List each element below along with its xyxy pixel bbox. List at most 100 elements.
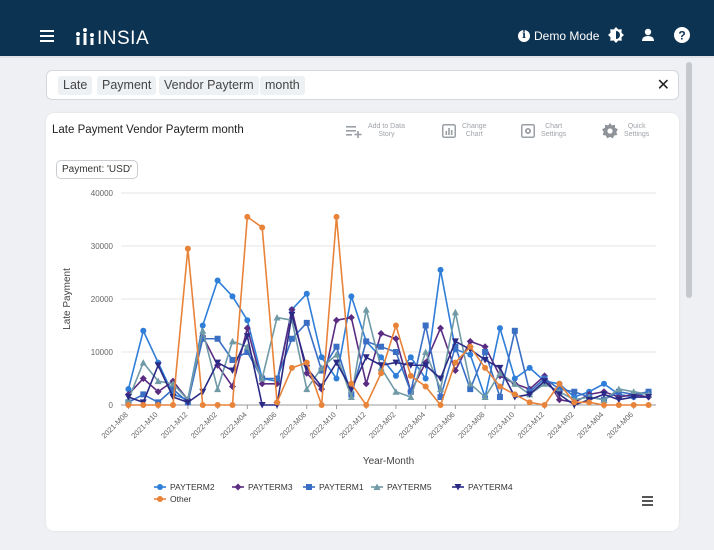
data-point: [511, 327, 518, 334]
quick-settings-icon: [602, 123, 618, 139]
legend-label: Other: [170, 494, 191, 504]
data-point: [348, 380, 355, 387]
data-point: [184, 245, 191, 252]
currency-filter-badge[interactable]: Payment: 'USD': [56, 160, 138, 179]
data-point: [318, 354, 325, 361]
data-point: [170, 402, 177, 408]
legend-item-payterm5: PAYTERM5: [371, 482, 432, 492]
data-point: [556, 380, 563, 387]
chart-settings-button[interactable]: Chart Settings: [521, 123, 566, 139]
data-point: [288, 335, 295, 342]
data-point: [422, 383, 429, 390]
data-point: [377, 329, 385, 337]
series-line: [127, 308, 649, 404]
brand-name: INSIA: [97, 28, 150, 49]
legend-marker: [234, 483, 242, 491]
query-chip-month[interactable]: month: [260, 76, 305, 95]
data-point: [199, 327, 207, 334]
quick-settings-button[interactable]: Quick Settings: [602, 123, 649, 139]
data-point: [466, 380, 474, 387]
theme-toggle-icon[interactable]: [608, 27, 624, 43]
data-point: [482, 349, 489, 355]
data-point: [363, 402, 370, 408]
data-point: [154, 388, 162, 396]
data-point: [422, 375, 429, 382]
add-to-data-story-label: Add to Data Story: [368, 123, 405, 138]
data-point: [407, 354, 414, 361]
chart-export-menu-icon[interactable]: [642, 496, 653, 508]
data-point: [600, 380, 607, 387]
data-point: [422, 362, 430, 369]
data-point: [482, 364, 489, 371]
x-tick-label: 2022-M08: [278, 410, 308, 440]
query-chip-payment[interactable]: Payment: [97, 76, 157, 95]
data-point: [244, 213, 251, 220]
x-tick-label: 2024-M06: [605, 410, 635, 440]
data-point: [526, 391, 534, 398]
data-point: [228, 367, 236, 375]
svg-text:?: ?: [678, 29, 685, 43]
data-point: [392, 372, 399, 379]
legend-item-other: Other: [154, 494, 191, 504]
data-point: [258, 375, 266, 382]
data-point: [125, 386, 132, 393]
data-point: [481, 356, 489, 364]
x-tick-label: 2023-M10: [486, 410, 516, 440]
legend-marker: [306, 484, 312, 490]
x-tick-label: 2022-M04: [218, 410, 248, 440]
data-point: [288, 364, 295, 371]
user-icon[interactable]: [641, 28, 655, 42]
data-point: [214, 335, 221, 342]
data-point: [452, 359, 459, 366]
data-point: [496, 369, 504, 377]
data-point: [615, 385, 623, 393]
data-point: [258, 402, 266, 409]
data-point: [437, 402, 444, 408]
chart-settings-icon: [521, 124, 535, 138]
data-point: [288, 311, 296, 319]
data-point: [140, 402, 147, 408]
help-icon[interactable]: ?: [674, 27, 690, 43]
hamburger-menu-icon[interactable]: [40, 30, 54, 42]
page-scrollbar[interactable]: [686, 62, 692, 298]
add-to-story-icon: [346, 126, 362, 138]
data-point: [378, 343, 385, 350]
data-point: [555, 391, 563, 398]
data-point: [303, 385, 311, 393]
series-other: [125, 213, 652, 408]
demo-mode-indicator[interactable]: i Demo Mode: [518, 29, 599, 43]
data-point: [600, 396, 608, 403]
data-point: [571, 388, 578, 395]
data-point: [244, 317, 251, 324]
search-query-bar[interactable]: Late Payment Vendor Payterm month ✕: [46, 70, 679, 100]
y-axis-title: Late Payment: [62, 268, 73, 330]
data-point: [511, 375, 518, 382]
data-point: [451, 308, 459, 316]
legend-label: PAYTERM1: [319, 482, 364, 492]
data-point: [437, 385, 445, 393]
clear-search-icon[interactable]: ✕: [656, 77, 670, 94]
query-chip-vendor-payterm[interactable]: Vendor Payterm: [159, 76, 259, 95]
data-point: [452, 343, 459, 350]
legend-item-payterm2: PAYTERM2: [154, 482, 215, 492]
x-tick-label: 2022-M06: [248, 410, 278, 440]
series-line: [128, 314, 649, 406]
add-to-data-story-button[interactable]: Add to Data Story: [346, 123, 405, 139]
data-point: [303, 359, 310, 366]
data-point: [437, 266, 444, 273]
legend-item-payterm1: PAYTERM1: [303, 482, 364, 492]
change-chart-button[interactable]: Change Chart: [442, 123, 487, 139]
data-point: [392, 359, 400, 367]
data-point: [125, 402, 132, 408]
series-line: [128, 216, 649, 406]
data-point: [333, 343, 340, 350]
data-point: [139, 359, 147, 366]
query-chip-late[interactable]: Late: [58, 76, 93, 95]
data-point: [155, 402, 162, 408]
data-point: [243, 324, 251, 332]
data-point: [392, 322, 399, 329]
data-point: [243, 333, 251, 340]
data-point: [526, 364, 533, 371]
demo-mode-label: Demo Mode: [534, 29, 600, 43]
data-point: [199, 402, 206, 408]
